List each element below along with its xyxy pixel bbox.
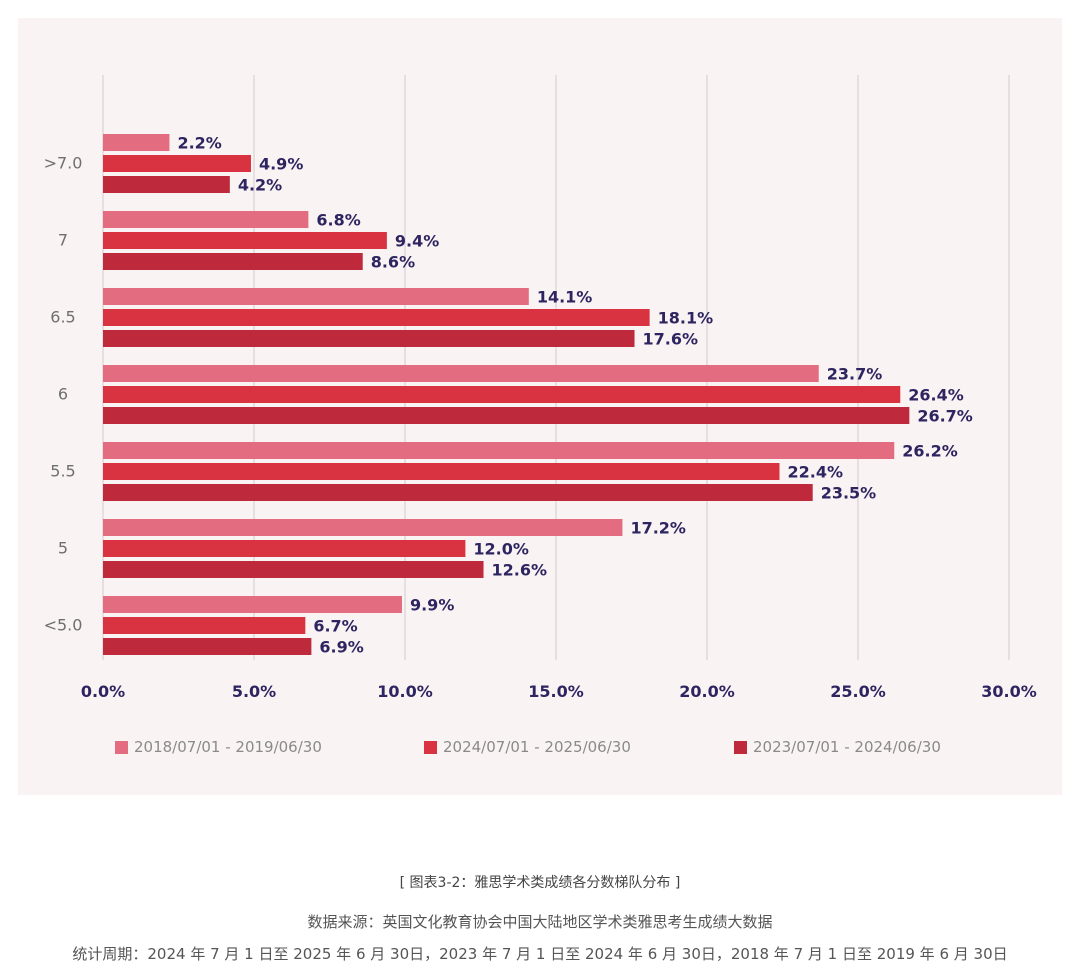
data-label: 17.2% [630,519,686,538]
legend-swatch-2023 [734,740,747,754]
category-label: 5 [58,539,68,558]
category-label: 5.5 [50,462,75,481]
data-label: 9.4% [395,232,439,251]
bar [103,330,635,347]
bar [103,638,312,655]
data-label: 12.0% [473,540,529,559]
data-label: 22.4% [787,463,843,482]
data-label: 6.7% [313,617,357,636]
bar [103,540,466,557]
x-tick-label: 20.0% [679,682,735,701]
bar [103,484,813,501]
legend-item-2018: 2018/07/01 - 2019/06/30 [115,738,322,756]
bar [103,155,251,172]
data-label: 23.5% [821,484,877,503]
data-label: 8.6% [371,253,415,272]
data-label: 6.9% [319,638,363,657]
legend-item-2023: 2023/07/01 - 2024/06/30 [734,738,941,756]
data-source: 数据来源：英国文化教育协会中国大陆地区学术类雅思考生成绩大数据 [307,913,773,931]
bar [103,442,895,459]
data-label: 18.1% [658,309,714,328]
x-tick-label: 5.0% [232,682,276,701]
bar [103,365,819,382]
bar [103,211,309,228]
category-label: 6 [58,385,68,404]
x-tick-label: 10.0% [377,682,433,701]
data-label: 17.6% [643,330,699,349]
data-label: 6.8% [316,211,360,230]
data-label: 14.1% [537,288,593,307]
bar [103,253,363,270]
category-label: <5.0 [44,616,83,635]
data-label: 23.7% [827,365,883,384]
bar [103,407,910,424]
figure-title: [ 图表3-2：雅思学术类成绩各分数梯队分布 ] [399,875,681,891]
category-label: 6.5 [50,308,75,327]
x-tick-label: 0.0% [81,682,125,701]
legend-swatch-2024 [424,740,437,754]
legend-label-2024: 2024/07/01 - 2025/06/30 [443,738,631,756]
bar [103,463,780,480]
x-tick-label: 15.0% [528,682,584,701]
x-tick-label: 25.0% [830,682,886,701]
legend-swatch-2018 [115,740,128,754]
bar [103,617,306,634]
data-label: 26.2% [902,442,958,461]
legend-label-2023: 2023/07/01 - 2024/06/30 [753,738,941,756]
statistics-period: 统计周期：2024 年 7 月 1 日至 2025 年 6 月 30日，2023… [72,945,1008,963]
bar [103,309,650,326]
chart-panel [18,18,1062,795]
bar [103,561,484,578]
data-label: 4.9% [259,155,303,174]
legend-item-2024: 2024/07/01 - 2025/06/30 [424,738,631,756]
legend-label-2018: 2018/07/01 - 2019/06/30 [134,738,322,756]
data-label: 26.7% [917,407,973,426]
category-label: >7.0 [44,154,83,173]
bar [103,176,230,193]
category-label: 7 [58,231,68,250]
data-label: 4.2% [238,176,282,195]
data-label: 9.9% [410,596,454,615]
bar [103,134,170,151]
x-tick-label: 30.0% [981,682,1037,701]
data-label: 2.2% [177,134,221,153]
data-label: 26.4% [908,386,964,405]
bar [103,288,529,305]
bar [103,386,901,403]
bar [103,232,387,249]
bar [103,519,623,536]
data-label: 12.6% [492,561,548,580]
bar [103,596,402,613]
